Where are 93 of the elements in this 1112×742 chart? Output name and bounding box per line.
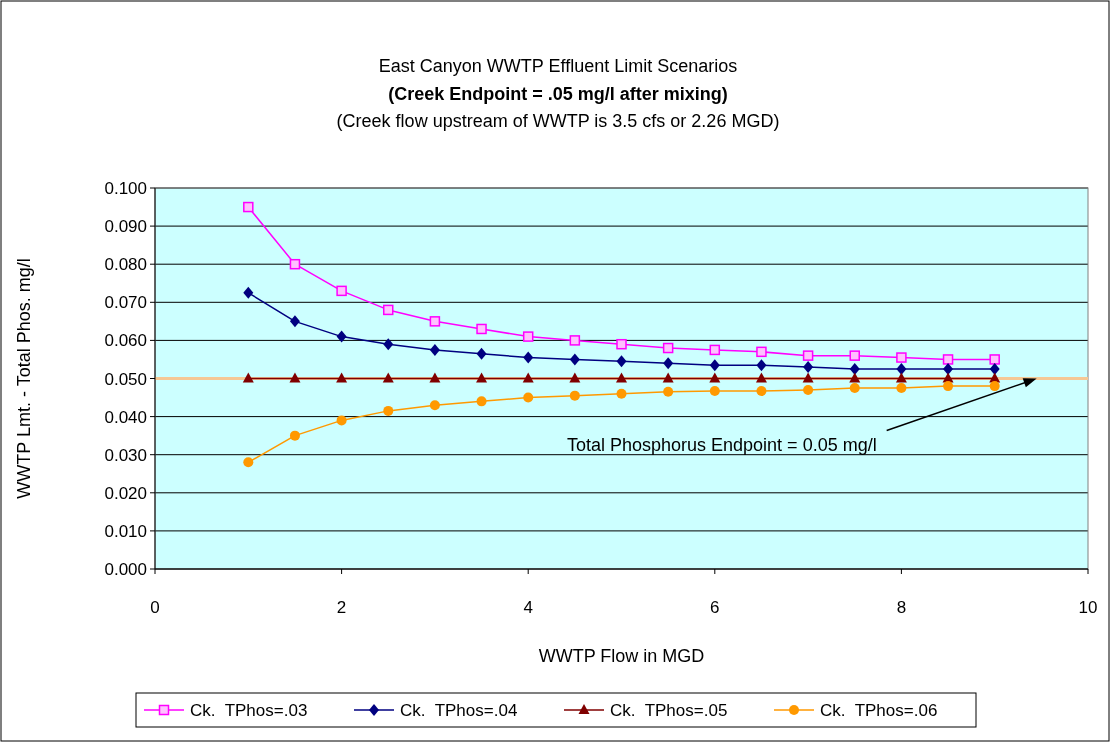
point: [569, 372, 581, 383]
point: [336, 285, 347, 297]
point: [429, 343, 440, 356]
point: [803, 384, 814, 395]
point: [476, 347, 487, 360]
y-tick-label: 0.000: [104, 560, 147, 579]
point: [289, 258, 301, 270]
point: [476, 323, 487, 335]
y-tick-label: 0.040: [104, 407, 147, 427]
point: [616, 338, 627, 350]
point: [243, 286, 254, 299]
point: [289, 430, 300, 441]
point: [709, 344, 721, 356]
annotation: Total Phosphorus Endpoint = 0.05 mg/l: [566, 434, 877, 455]
point: [522, 331, 534, 342]
point: [709, 386, 720, 397]
point: [569, 335, 581, 346]
x-tick-label: 10: [1078, 598, 1098, 617]
point: [382, 372, 394, 383]
y-axis-title: WWTP Lmt. - Total Phos. mg/l: [14, 258, 34, 499]
legend-label: Ck. TPhos=.04: [400, 701, 518, 720]
point: [336, 415, 347, 426]
point: [476, 372, 488, 383]
point: [943, 381, 954, 392]
point: [802, 350, 814, 361]
point: [663, 357, 674, 370]
text: (Creek Endpoint = .05 mg/l after mixing): [388, 84, 728, 104]
point: [476, 396, 487, 407]
point: [429, 316, 441, 327]
y-tick-label: 0.030: [104, 445, 147, 465]
point: [895, 372, 907, 383]
point: [662, 372, 674, 383]
y-tick-label: 0.020: [104, 483, 147, 503]
point: [243, 201, 254, 213]
point: [943, 362, 954, 375]
point: [989, 362, 1000, 375]
point: [756, 346, 767, 358]
y-tick-label: 0.010: [104, 521, 147, 541]
point: [756, 386, 767, 397]
point: [429, 372, 441, 383]
point: [896, 383, 907, 394]
x-tick-label: 2: [336, 598, 347, 617]
point: [289, 372, 301, 383]
point: [989, 381, 1000, 392]
point: [849, 362, 860, 375]
point: [522, 372, 534, 383]
point: [755, 372, 767, 383]
text: (Creek flow upstream of WWTP is 3.5 cfs or 2.26 MGD): [336, 111, 780, 131]
point: [849, 383, 860, 394]
point: [803, 361, 814, 374]
point: [429, 400, 440, 411]
point: [849, 372, 861, 383]
legend-label: Ck. TPhos=.05: [610, 701, 728, 720]
legend-label: Ck. TPhos=.03: [190, 701, 308, 720]
chart-title: East Canyon WWTP Effluent Limit Scenarios: [378, 56, 738, 76]
legend-label: Ck. TPhos=.06: [820, 701, 938, 720]
y-tick-label: 0.050: [104, 369, 147, 389]
x-axis-title: WWTP Flow in MGD: [538, 646, 705, 666]
x-tick-label: 8: [896, 598, 907, 617]
y-tick-label: 0.070: [104, 293, 147, 313]
point: [243, 457, 254, 468]
point: [662, 342, 674, 354]
point: [942, 354, 954, 365]
point: [616, 355, 627, 368]
x-tick-label: 4: [523, 598, 533, 617]
y-tick-label: 0.090: [104, 217, 147, 237]
point: [569, 353, 580, 366]
point: [383, 304, 394, 316]
point: [663, 386, 674, 397]
x-tick-label: 6: [710, 598, 720, 617]
point: [383, 338, 394, 351]
point: [802, 372, 814, 383]
point: [989, 354, 1000, 365]
point: [709, 359, 720, 372]
y-tick-label: 0.060: [104, 331, 147, 351]
point: [849, 350, 860, 361]
point: [569, 390, 580, 401]
x-tick-label: 0: [150, 598, 160, 617]
point: [896, 352, 907, 363]
point: [242, 372, 254, 383]
point: [523, 392, 534, 403]
point: [896, 362, 907, 375]
point: [289, 315, 300, 328]
point: [616, 372, 627, 383]
point: [756, 359, 767, 372]
point: [616, 388, 627, 399]
point: [383, 405, 394, 416]
y-tick-label: 0.100: [104, 179, 147, 198]
point: [709, 372, 721, 383]
point: [523, 351, 534, 364]
point: [336, 330, 347, 343]
point: [336, 372, 348, 383]
y-tick-label: 0.080: [104, 255, 147, 275]
